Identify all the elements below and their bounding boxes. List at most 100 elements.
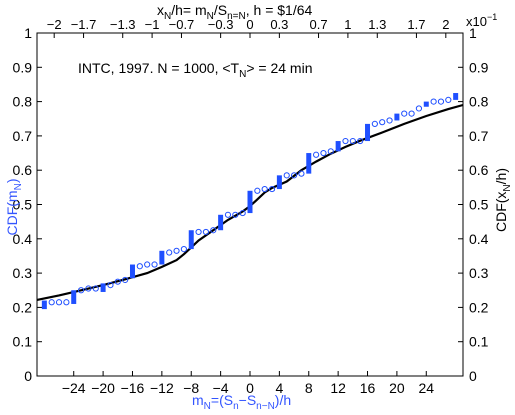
cdf-point — [254, 187, 261, 194]
cdf-point — [166, 249, 173, 256]
bottom-tick-label: 12 — [330, 380, 346, 396]
right-tick-label: 0.9 — [469, 59, 489, 75]
cdf-point — [261, 185, 268, 193]
left-tick-label: 0.4 — [13, 231, 33, 247]
cdf-point — [48, 299, 55, 306]
cdf-point — [173, 247, 180, 254]
cdf-point — [232, 211, 239, 218]
top-tick-label: −0.7 — [169, 17, 195, 32]
cdf-point — [342, 137, 349, 145]
cdf-point — [92, 285, 99, 292]
cdf-point — [408, 110, 415, 117]
left-tick-label: 0.5 — [13, 197, 33, 213]
chart-annotation: INTC, 1997. N = 1000, <TN> = 24 min — [78, 60, 312, 80]
top-tick-label: 0.7 — [309, 17, 327, 32]
left-tick-label: 0 — [24, 368, 32, 384]
cdf-point — [107, 282, 114, 289]
cdf-point — [239, 209, 246, 217]
right-tick-label: 0.3 — [469, 265, 489, 281]
right-tick-label: 0.4 — [469, 231, 489, 247]
top-tick-label: −1 — [145, 17, 160, 32]
right-tick-label: 0.5 — [469, 197, 489, 213]
cdf-point — [437, 98, 445, 105]
top-tick-label: −0.3 — [208, 17, 234, 32]
left-tick-label: 0.7 — [13, 128, 33, 144]
right-tick-label: 0.1 — [469, 334, 489, 350]
bottom-tick-label: 8 — [305, 380, 313, 396]
top-axis-label: xN/h= mN/Sn=N, h = $1/64 — [157, 2, 313, 22]
cdf-point — [180, 245, 187, 253]
cdf-point — [144, 261, 151, 268]
top-tick-label: 1.7 — [407, 17, 425, 32]
cdf-point — [313, 151, 320, 158]
bottom-tick-label: −4 — [213, 380, 229, 396]
cdf-point — [349, 137, 356, 145]
top-tick-label: 0 — [246, 17, 253, 32]
bottom-tick-label: 4 — [275, 380, 283, 396]
cdf-point — [290, 172, 298, 179]
right-tick-label: 1 — [469, 25, 477, 41]
cdf-point — [415, 105, 423, 112]
top-tick-label: 1.3 — [368, 17, 386, 32]
cdf-point — [445, 96, 452, 103]
left-tick-label: 0.8 — [13, 94, 33, 110]
left-tick-label: 0.3 — [13, 265, 33, 281]
cdf-point — [195, 228, 202, 236]
cdf-point — [122, 276, 129, 284]
cdf-point — [327, 148, 334, 155]
bottom-axis-label: mN=(Sn−Sn−N)/h — [192, 392, 291, 412]
right-tick-label: 0.6 — [469, 162, 489, 178]
cdf-point — [77, 287, 85, 294]
bottom-tick-label: −8 — [183, 380, 199, 396]
top-tick-label: −2 — [47, 17, 62, 32]
cdf-point — [202, 228, 210, 236]
bottom-tick-label: 16 — [360, 380, 376, 396]
bottom-tick-label: −24 — [62, 380, 86, 396]
top-tick-label: 0.3 — [270, 17, 288, 32]
bottom-tick-label: 20 — [389, 380, 405, 396]
left-tick-label: 1 — [24, 25, 32, 41]
left-tick-label: 0.2 — [13, 299, 33, 315]
right-tick-label: 0.2 — [469, 299, 489, 315]
right-tick-label: 0.7 — [469, 128, 489, 144]
cdf-point — [85, 285, 92, 292]
bottom-tick-label: 0 — [246, 380, 254, 396]
cdf-point — [114, 278, 121, 285]
bottom-tick-label: −16 — [121, 380, 145, 396]
cdf-point — [357, 137, 364, 145]
tick-labels: −24 −20 −16 −12 −8 −4 0 4 8 12 16 20 24−2 −1.7 −1.3 −1−… — [13, 17, 489, 396]
top-tick-label: −1.7 — [71, 17, 97, 32]
left-tick-label: 0.1 — [13, 334, 33, 350]
cdf-point — [430, 98, 437, 105]
top-axis-exponent: x10−1 — [466, 12, 497, 29]
left-tick-label: 0.6 — [13, 162, 33, 178]
right-tick-label: 0.8 — [469, 94, 489, 110]
right-axis-label: CDF(xN/h) — [493, 168, 513, 232]
cdf-point — [136, 263, 143, 270]
cdf-point — [401, 110, 408, 117]
cdf-point — [320, 149, 327, 157]
cdf-point — [210, 227, 217, 234]
right-tick-label: 0 — [469, 368, 477, 384]
left-tick-label: 0.9 — [13, 59, 33, 75]
cdf-point — [268, 185, 276, 193]
bottom-tick-label: −20 — [91, 380, 115, 396]
cdf-point — [371, 120, 378, 127]
cdf-point — [55, 299, 63, 306]
plot-area — [36, 93, 464, 310]
top-tick-label: 2 — [442, 17, 449, 32]
axes-frame — [36, 32, 464, 377]
bottom-tick-label: 24 — [418, 380, 434, 396]
cdf-point — [224, 211, 232, 218]
bottom-tick-label: −12 — [150, 380, 174, 396]
cdf-point — [298, 170, 305, 177]
top-tick-label: −1.3 — [110, 17, 136, 32]
cdf-point — [386, 117, 393, 124]
left-axis-label: CDF(mN) — [4, 178, 24, 235]
cdf-point — [283, 172, 290, 179]
cdf-point — [63, 299, 70, 306]
cdf-point — [151, 261, 158, 268]
top-tick-label: 1 — [344, 17, 351, 32]
